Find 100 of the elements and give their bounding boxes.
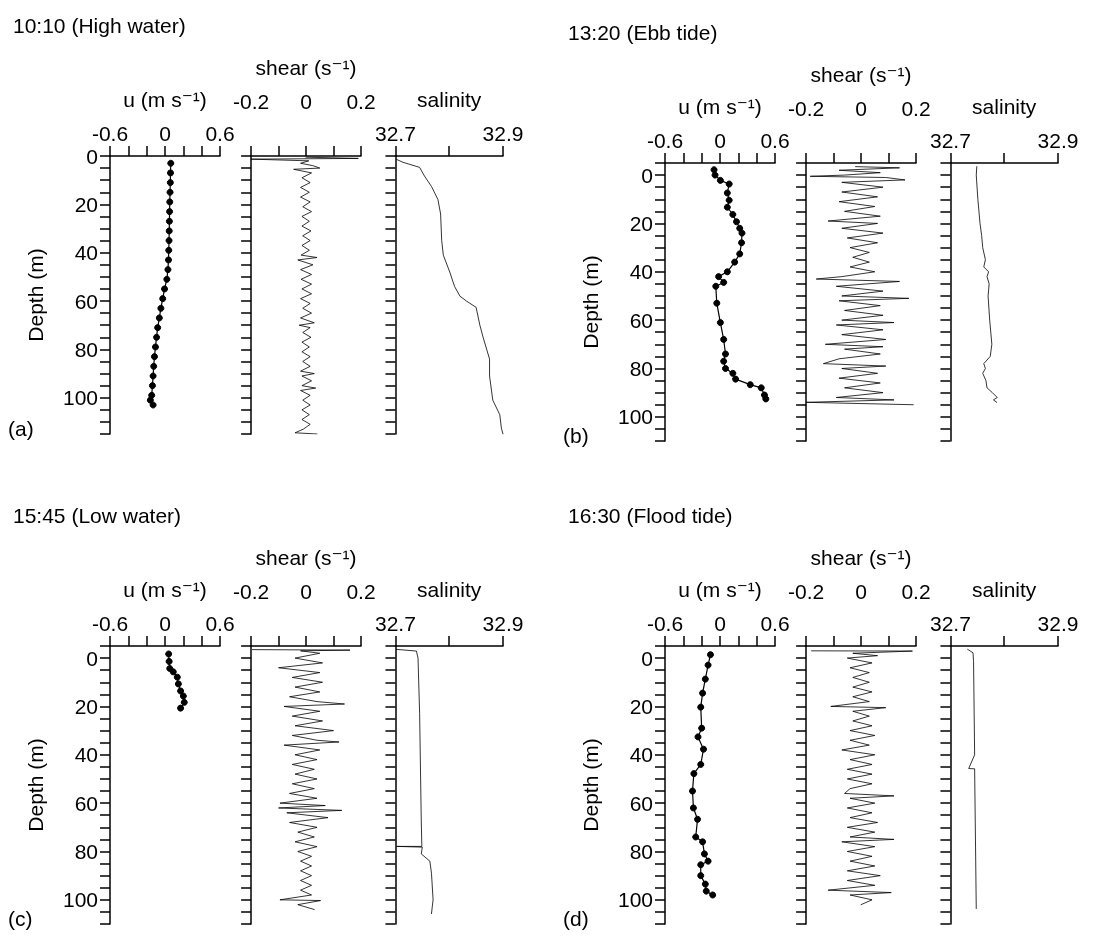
y-tick-label: 100 <box>62 386 98 410</box>
y-axis-title: Depth (m) <box>579 738 602 832</box>
point <box>720 278 728 286</box>
x-tick-label: 0 <box>714 129 726 152</box>
point <box>179 692 187 700</box>
point <box>709 891 717 899</box>
y-tick-label: 60 <box>629 791 653 815</box>
x-tick-label: 32.7 <box>930 612 971 635</box>
y-tick-label: 0 <box>86 646 98 670</box>
point <box>720 335 728 343</box>
x-axis-title: u (m s⁻¹) <box>123 578 207 601</box>
y-tick-label: 60 <box>74 289 98 313</box>
x-tick-label: -0.6 <box>646 129 684 152</box>
x-tick-label: -0.6 <box>91 612 129 635</box>
point <box>732 375 740 383</box>
y-tick-label: 40 <box>629 743 653 767</box>
x-tick-label: 0.2 <box>901 580 931 603</box>
point <box>149 372 157 380</box>
point <box>180 698 188 706</box>
chart-title: 13:20 (Ebb tide) <box>568 21 718 44</box>
y-tick-label: 60 <box>74 791 98 815</box>
point <box>163 275 171 283</box>
point <box>165 217 173 225</box>
x-tick-label: -0.2 <box>233 90 270 113</box>
chart-title: 10:10 (High water) <box>13 14 186 37</box>
y-tick-label: 80 <box>74 839 98 863</box>
point <box>736 224 744 232</box>
point <box>736 250 744 258</box>
point <box>704 661 712 669</box>
point <box>722 364 729 372</box>
y-tick-label: 80 <box>629 839 653 863</box>
x-axis-title: u (m s⁻¹) <box>678 95 762 118</box>
x-tick-label: -0.2 <box>233 580 270 603</box>
x-axis-title: u (m s⁻¹) <box>123 88 207 111</box>
point <box>165 237 173 245</box>
point <box>689 787 696 795</box>
x-tick-label: -0.6 <box>646 612 684 635</box>
chart-title: 16:30 (Flood tide) <box>568 504 733 527</box>
x-tick-label: 0.2 <box>346 580 376 603</box>
point <box>154 324 162 332</box>
point <box>157 304 165 312</box>
point <box>689 804 697 812</box>
point <box>738 239 746 247</box>
point <box>697 703 705 711</box>
x-tick-label: -0.2 <box>788 97 825 120</box>
x-axis-title: shear (s⁻¹) <box>255 56 357 79</box>
x-tick-label: 32.7 <box>375 122 416 145</box>
point <box>701 675 709 683</box>
y-tick-label: 0 <box>641 163 653 187</box>
point <box>722 350 729 358</box>
x-tick-label: 32.7 <box>930 129 971 152</box>
y-tick-label: 0 <box>86 144 98 168</box>
text: (d) <box>563 907 589 930</box>
x-tick-label: 0.6 <box>205 612 235 635</box>
point <box>153 333 161 341</box>
point <box>697 872 705 880</box>
point <box>723 203 731 211</box>
point <box>150 353 158 361</box>
point <box>713 299 721 307</box>
x-axis-title: salinity <box>417 578 482 601</box>
point <box>698 724 706 732</box>
y-tick-label: 40 <box>629 260 653 284</box>
x-tick-label: -0.6 <box>91 122 129 145</box>
y-tick-label: 40 <box>74 743 98 767</box>
point <box>161 285 169 293</box>
y-tick-label: 60 <box>629 308 653 332</box>
y-tick-label: 80 <box>74 337 98 361</box>
x-tick-label: 0 <box>714 612 726 635</box>
point <box>716 176 724 184</box>
x-tick-label: 32.9 <box>1037 129 1079 152</box>
point <box>165 227 173 235</box>
point <box>706 651 714 659</box>
point <box>699 838 707 846</box>
point <box>746 381 754 389</box>
x-axis-title: salinity <box>417 88 482 111</box>
point <box>731 258 739 266</box>
point <box>725 180 733 188</box>
x-axis-title: shear (s⁻¹) <box>810 63 912 86</box>
point <box>716 319 724 327</box>
x-tick-label: 32.7 <box>375 612 416 635</box>
point <box>729 369 737 377</box>
y-tick-label: 20 <box>629 211 653 235</box>
point <box>164 256 172 264</box>
x-tick-label: -0.2 <box>788 580 825 603</box>
text: (b) <box>563 424 589 447</box>
point <box>177 704 185 712</box>
y-tick-label: 0 <box>641 646 653 670</box>
point <box>692 833 700 841</box>
x-axis-title: u (m s⁻¹) <box>678 578 762 601</box>
x-tick-label: 0 <box>300 580 312 603</box>
x-tick-label: 0.6 <box>760 612 790 635</box>
y-axis-title: Depth (m) <box>579 255 602 349</box>
point <box>148 382 156 390</box>
point <box>150 362 158 370</box>
x-axis-title: salinity <box>972 578 1037 601</box>
y-tick-label: 100 <box>617 888 653 912</box>
point <box>702 887 710 895</box>
x-axis-title: shear (s⁻¹) <box>810 546 912 569</box>
text: (a) <box>8 417 34 440</box>
point <box>720 357 728 365</box>
